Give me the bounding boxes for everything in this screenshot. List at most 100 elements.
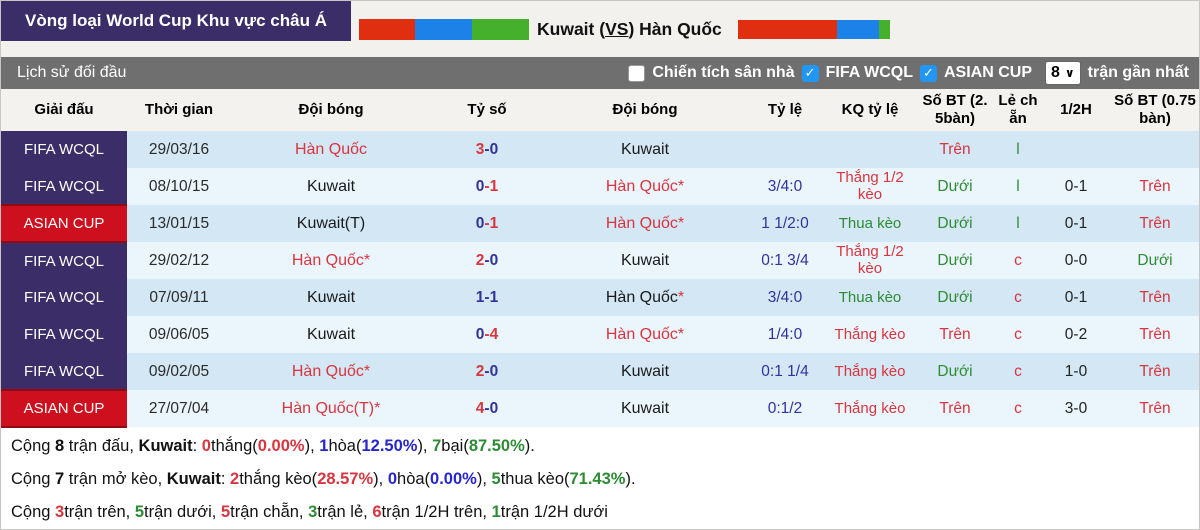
match-row: FIFA WCQL 29/02/12 Hàn Quốc* 2-0 Kuwait … [1,242,1199,279]
away-team-cell: Hàn Quốc* [543,316,747,353]
text-segment: trận trên, [64,503,135,521]
ou075-cell: Trên [1109,353,1199,390]
league-badge: FIFA WCQL [1,168,127,205]
ou25-cell: Trên [917,316,993,353]
odd-even-flag: l [1016,177,1020,195]
match-date: 07/09/11 [149,288,209,306]
odds-result: Thua kèo [838,288,902,306]
odd-even-flag: c [1014,362,1022,380]
match-date: 08/10/15 [148,177,210,195]
ou075-cell: Trên [1109,390,1199,427]
fifa-wcql-label[interactable]: FIFA WCQL [825,64,913,81]
home-team-cell: Kuwait [231,168,431,205]
text-segment: 0.00% [257,437,305,455]
ou075-cell: Dưới [1109,242,1199,279]
ou25-cell: Dưới [917,242,993,279]
flag-stripe [878,19,890,39]
away-team-cell: Kuwait [543,390,747,427]
text-segment: ), [476,470,492,488]
ou075-result: Dưới [1137,251,1173,269]
half-time-score-cell: 0-1 [1064,177,1088,195]
home-record-label[interactable]: Chiến tích sân nhà [652,64,795,81]
handicap-odds-cell: 0:1 1/4 [761,362,809,380]
match-row: FIFA WCQL 07/09/11 Kuwait 1-1 Hàn Quốc* … [1,279,1199,316]
match-row: FIFA WCQL 09/06/05 Kuwait 0-4 Hàn Quốc* … [1,316,1199,353]
score-cell: 4-0 [431,390,543,427]
odds-result: Thắng 1/2 kèo [836,168,904,204]
col-header-away-team: Đội bóng [543,89,747,131]
match-date: 09/02/05 [148,362,210,380]
text-segment: 1 [319,437,329,455]
odd-even-cell: l [993,131,1043,168]
home-team-cell: Kuwait [231,279,431,316]
league-badge: ASIAN CUP [1,389,127,428]
text-segment: 7 [55,470,65,488]
text-segment: 87.50% [468,437,525,455]
favorite-star: * [363,362,371,380]
odds-result: Thắng kèo [834,399,906,417]
home-goals: 0 [475,177,485,195]
away-team-cell: Hàn Quốc* [543,168,747,205]
handicap-odds-cell: 0:1 3/4 [761,251,809,269]
filter-bar: Lịch sử đối đầu Chiến tích sân nhà FIFA … [1,57,1199,89]
odd-even-cell: l [993,168,1043,205]
ou25-result: Dưới [937,177,973,195]
text-segment: 3 [55,503,65,521]
text-segment: 6 [372,503,382,521]
text-segment: 28.57% [317,470,374,488]
ou075-result: Trên [1139,362,1171,380]
home-record-checkbox[interactable] [628,64,646,82]
odd-even-flag: c [1014,399,1022,417]
odds-result: Thua kèo [838,214,902,232]
away-team-cell: Kuwait [543,242,747,279]
league-badge: FIFA WCQL [1,242,127,279]
odds-result-cell: Thắng 1/2 kèo [823,168,917,205]
home-team-name: Kuwait(T) [296,214,366,232]
text-segment: Kuwait [166,470,221,488]
home-team-cell: Kuwait(T) [231,205,431,242]
asian-cup-checkbox[interactable] [919,64,937,82]
filter-controls: Chiến tích sân nhà FIFA WCQL ASIAN CUP 8… [628,61,1199,85]
handicap-odds-cell [747,131,823,168]
text-segment: Cộng [11,503,56,521]
away-goals: 1 [489,214,499,232]
away-goals: 0 [489,362,499,380]
league-badge: FIFA WCQL [1,279,127,316]
text-segment: 3 [308,503,318,521]
home-team-cell: Hàn Quốc* [231,242,431,279]
ou25-cell: Trên [917,131,993,168]
fifa-wcql-checkbox[interactable] [801,64,819,82]
col-header-odds-result: KQ tỷ lệ [823,89,917,131]
half-time-score-cell: 0-0 [1064,251,1088,269]
home-team-cell: Hàn Quốc [231,131,431,168]
odd-even-flag: c [1014,325,1022,343]
ou075-result: Trên [1139,325,1171,343]
text-segment: ). [625,470,636,488]
away-team-cell: Kuwait [543,131,747,168]
match-title: Kuwait (VS) Hàn Quốc [537,19,722,40]
favorite-star: * [374,399,381,417]
flag-stripe [737,19,837,39]
text-segment: 71.43% [569,470,626,488]
favorite-star: * [677,214,685,232]
score-separator: - [484,288,490,306]
odd-even-cell: c [993,353,1043,390]
score-cell: 2-0 [431,353,543,390]
away-goals: 1 [489,177,499,195]
odd-even-flag: l [1016,140,1020,158]
favorite-star: * [677,325,685,343]
asian-cup-label[interactable]: ASIAN CUP [943,64,1032,81]
h2h-table: Giải đấu Thời gian Đội bóng Tỷ số Đội bó… [1,89,1199,428]
handicap-odds-cell: 0:1/2 [767,399,803,417]
half-time-score-cell: 0-1 [1064,214,1088,232]
ou25-result: Dưới [937,251,973,269]
text-segment: 8 [55,437,65,455]
text-segment: 5 [491,470,501,488]
away-team-name: Kuwait [620,362,670,380]
ou075-cell [1109,131,1199,168]
away-team-name: Hàn Quốc [605,288,678,306]
away-team-name: Kuwait [620,140,670,158]
ou25-cell: Dưới [917,279,993,316]
ou25-result: Dưới [937,214,973,232]
recent-matches-select[interactable]: 8 ∨ [1045,61,1081,85]
